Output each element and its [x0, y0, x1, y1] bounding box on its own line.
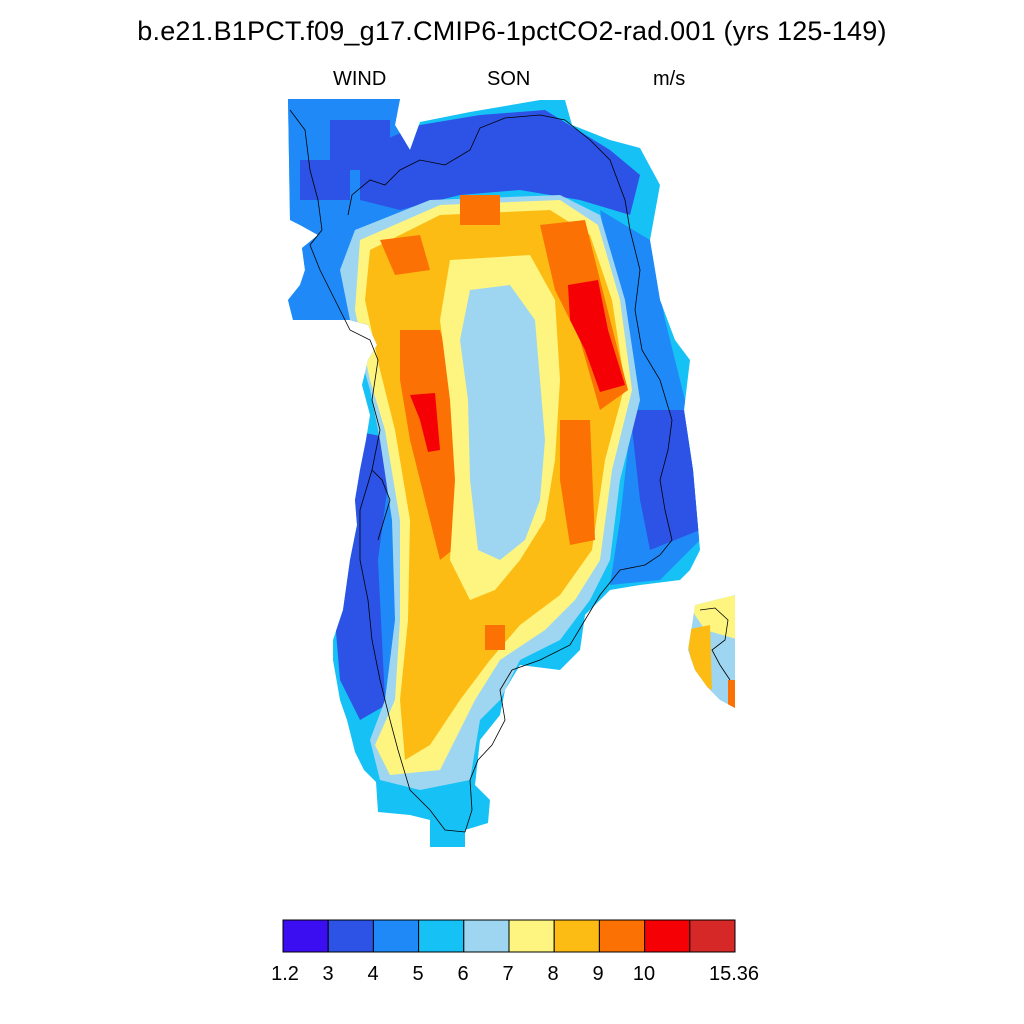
colorbar-box-9	[689, 919, 736, 953]
colorbar-box-1	[327, 919, 374, 953]
colorbar-box-8	[644, 919, 691, 953]
variable-label: WIND	[333, 68, 387, 90]
colorbar-box-6	[553, 919, 600, 953]
colorbar-tick-label: 5	[412, 963, 423, 985]
nw-orange-patch	[380, 235, 430, 275]
colorbar-tick-label: 15.36	[709, 963, 759, 985]
colorbar-box-3	[418, 919, 465, 953]
interior-core-class-4	[460, 285, 545, 560]
colorbar-box-0	[282, 919, 329, 953]
colorbar-tick-label: 10	[633, 963, 655, 985]
south-orange-patch	[485, 625, 505, 650]
units-label: m/s	[653, 68, 686, 90]
colorbar-labels: 1.2 3 4 5 6 7 8 9 10 15.36	[271, 963, 759, 985]
colorbar-tick-label: 7	[502, 963, 513, 985]
colorbar	[282, 919, 736, 953]
colorbar-tick-label: 3	[322, 963, 333, 985]
east-lower-ridge	[560, 420, 595, 545]
east-strong-patch	[630, 410, 700, 550]
colorbar-tick-label: 1.2	[271, 963, 299, 985]
nw-strong-patch-2	[300, 160, 350, 200]
east-island-field	[688, 595, 735, 708]
colorbar-box-4	[463, 919, 510, 953]
colorbar-tick-label: 6	[457, 963, 468, 985]
colorbar-box-5	[508, 919, 555, 953]
season-label: SON	[487, 68, 531, 90]
colorbar-tick-label: 9	[592, 963, 603, 985]
north-band-class-1	[360, 110, 640, 215]
colorbar-box-7	[598, 919, 646, 953]
colorbar-tick-label: 4	[367, 963, 378, 985]
coastline	[289, 109, 731, 833]
west-max-class-8	[410, 393, 440, 452]
east-max-class-8	[568, 280, 625, 392]
colorbar-tick-label: 8	[547, 963, 558, 985]
colorbar-box-2	[372, 919, 420, 953]
plot-title: b.e21.B1PCT.f09_g17.CMIP6-1pctCO2-rad.00…	[137, 16, 887, 46]
north-orange-patch	[460, 195, 500, 225]
greenland-field	[288, 99, 700, 847]
